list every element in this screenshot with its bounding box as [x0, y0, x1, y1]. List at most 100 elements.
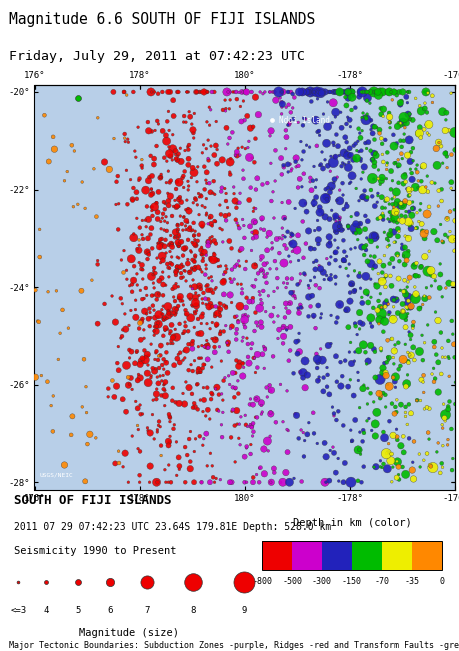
Text: 0: 0 [438, 577, 443, 586]
Point [341, 132, 348, 143]
Point [451, 399, 458, 409]
Point [157, 172, 164, 182]
Point [113, 358, 121, 368]
Point [284, 87, 291, 97]
Point [190, 307, 198, 317]
Point [163, 116, 171, 126]
Point [391, 199, 398, 210]
Point [285, 119, 292, 130]
Point [401, 469, 409, 480]
Point [61, 460, 68, 470]
Point [309, 311, 317, 321]
Point [357, 145, 364, 156]
Point [384, 87, 391, 97]
Point [400, 286, 408, 297]
Point [239, 357, 246, 368]
Point [308, 290, 315, 301]
Point [373, 305, 381, 316]
Point [325, 187, 333, 197]
Point [442, 162, 450, 173]
Point [419, 387, 426, 398]
Point [146, 461, 154, 471]
Point [423, 186, 431, 197]
Point [347, 171, 355, 181]
Point [436, 270, 443, 280]
Point [401, 408, 408, 418]
Point [404, 233, 411, 243]
Point [313, 357, 321, 367]
Point [442, 214, 450, 224]
Point [148, 126, 155, 137]
Point [368, 264, 375, 274]
Point [135, 245, 142, 256]
Point [128, 279, 135, 290]
Point [299, 427, 306, 437]
Point [199, 382, 207, 393]
Point [139, 357, 146, 367]
Point [241, 115, 248, 126]
Point [400, 129, 407, 139]
Point [94, 318, 101, 329]
Point [257, 400, 264, 411]
Point [286, 238, 293, 249]
Point [394, 226, 402, 236]
Point [398, 117, 406, 127]
Point [110, 87, 117, 97]
Point [216, 261, 224, 271]
Point [344, 157, 352, 167]
Point [242, 87, 250, 97]
Point [310, 87, 317, 97]
Point [362, 245, 369, 255]
Point [162, 248, 169, 258]
Point [323, 194, 330, 204]
Point [176, 143, 184, 154]
Point [211, 335, 218, 345]
Point [448, 279, 456, 289]
Point [135, 240, 143, 251]
Point [343, 90, 351, 101]
Point [151, 202, 158, 212]
Point [159, 315, 167, 326]
Point [423, 171, 430, 182]
Point [404, 292, 411, 302]
Point [415, 122, 423, 132]
Point [355, 307, 363, 318]
Point [165, 460, 172, 470]
Point [145, 350, 152, 361]
Point [405, 272, 413, 283]
Point [271, 145, 279, 156]
Point [197, 367, 204, 378]
Point [406, 330, 413, 340]
Point [391, 344, 398, 355]
Point [410, 355, 417, 365]
Point [332, 415, 339, 425]
Point [242, 443, 250, 453]
Point [243, 421, 251, 432]
Point [269, 351, 276, 361]
Point [402, 184, 409, 194]
Point [200, 342, 207, 352]
Point [179, 251, 186, 261]
Point [166, 87, 173, 97]
Point [247, 245, 255, 256]
Point [199, 256, 206, 266]
Point [375, 124, 382, 135]
Point [344, 93, 351, 104]
Point [307, 185, 314, 195]
Point [392, 187, 399, 197]
Point [86, 429, 93, 439]
Point [448, 465, 455, 475]
Point [285, 251, 292, 261]
Point [409, 321, 416, 331]
Point [373, 242, 380, 252]
Point [168, 240, 175, 250]
Point [377, 192, 385, 202]
Point [394, 154, 401, 165]
Point [171, 195, 178, 206]
Point [293, 279, 301, 290]
Point [198, 294, 206, 304]
Point [354, 445, 361, 455]
Point [386, 122, 393, 133]
Point [181, 245, 188, 255]
Point [162, 136, 170, 146]
